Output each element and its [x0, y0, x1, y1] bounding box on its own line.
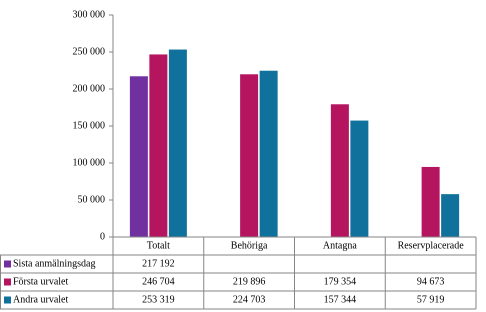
data-label: 219 896 [233, 276, 266, 287]
y-tick-label: 50 000 [78, 194, 106, 205]
legend-key [4, 278, 11, 286]
legend-label: Första urvalet [13, 276, 68, 287]
data-label: 246 704 [142, 276, 175, 287]
y-tick-label: 250 000 [73, 46, 106, 57]
bar [421, 166, 440, 237]
x-tick-label: Reservplacerade [398, 240, 465, 251]
x-tick-label: Behöriga [231, 240, 268, 251]
data-label: 217 192 [142, 258, 175, 269]
y-tick-label: 150 000 [73, 120, 106, 131]
data-label: 253 319 [142, 294, 175, 305]
bar [350, 120, 369, 237]
bar [441, 194, 460, 237]
legend-label: Andra urvalet [13, 294, 68, 305]
data-label: 157 344 [324, 294, 357, 305]
y-tick-label: 200 000 [73, 83, 106, 94]
bar [330, 104, 349, 237]
bar [129, 76, 148, 237]
x-tick-label: Totalt [147, 240, 170, 251]
legend-key [4, 296, 11, 304]
data-label: 224 703 [233, 294, 266, 305]
data-label: 57 919 [417, 294, 445, 305]
y-tick-label: 100 000 [73, 157, 106, 168]
legend-key [4, 260, 11, 268]
bar [240, 74, 259, 237]
bar [149, 54, 168, 237]
y-tick-label: 300 000 [73, 9, 106, 20]
data-label: 179 354 [324, 276, 357, 287]
bar [168, 49, 187, 237]
x-tick-label: Antagna [323, 240, 357, 251]
data-label: 94 673 [417, 276, 445, 287]
y-tick-label: 0 [100, 231, 105, 242]
legend-label: Sista anmälningsdag [13, 258, 96, 269]
bar [259, 70, 278, 237]
